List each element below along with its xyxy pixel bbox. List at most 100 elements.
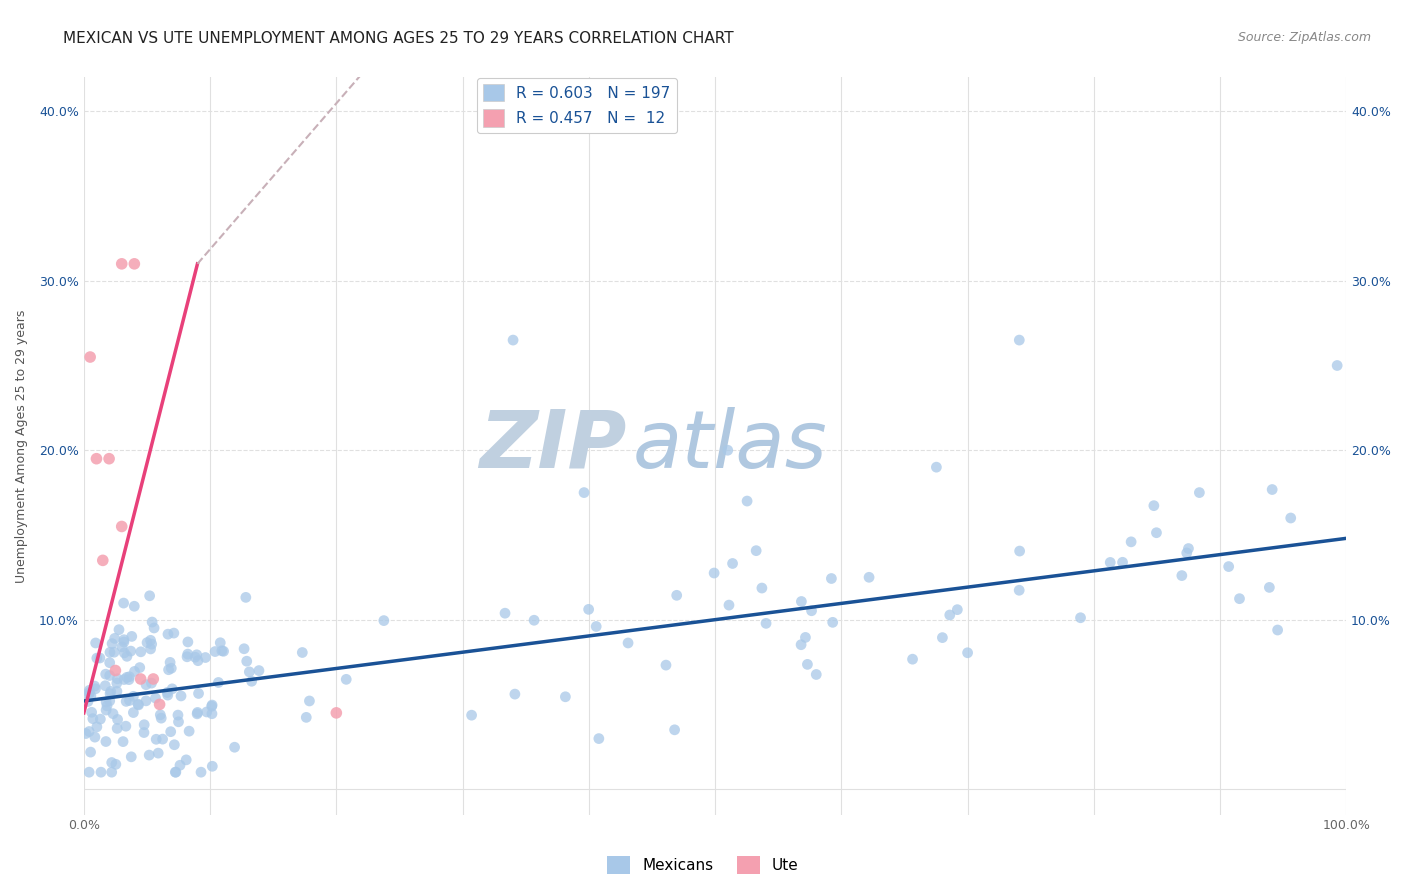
Point xyxy=(735,494,758,508)
Point xyxy=(83,679,105,693)
Point xyxy=(118,693,141,707)
Point xyxy=(201,698,224,712)
Point xyxy=(107,713,129,727)
Point xyxy=(89,651,111,665)
Point xyxy=(80,706,103,720)
Point xyxy=(98,687,121,701)
Point xyxy=(84,636,107,650)
Point xyxy=(796,657,818,672)
Point xyxy=(156,688,179,702)
Point xyxy=(1175,546,1198,560)
Point xyxy=(572,485,595,500)
Point xyxy=(136,635,159,649)
Point xyxy=(122,706,145,720)
Point xyxy=(104,632,127,646)
Point xyxy=(115,670,138,684)
Point xyxy=(1177,541,1199,556)
Point xyxy=(207,675,229,690)
Point xyxy=(100,684,122,698)
Legend: Mexicans, Ute: Mexicans, Ute xyxy=(602,850,804,880)
Point xyxy=(111,519,134,533)
Point xyxy=(195,705,218,719)
Point xyxy=(165,765,187,780)
Point xyxy=(201,759,224,773)
Point xyxy=(235,591,257,605)
Point xyxy=(1146,525,1168,540)
Legend: R = 0.603   N = 197, R = 0.457   N =  12: R = 0.603 N = 197, R = 0.457 N = 12 xyxy=(477,78,676,133)
Point xyxy=(1267,623,1289,637)
Point xyxy=(79,683,101,698)
Point xyxy=(745,543,768,558)
Point xyxy=(112,635,135,649)
Point xyxy=(169,758,191,772)
Point xyxy=(186,648,208,662)
Point xyxy=(1121,534,1143,549)
Point xyxy=(821,615,844,630)
Point xyxy=(939,607,962,622)
Point xyxy=(325,706,347,720)
Point xyxy=(94,667,117,681)
Point xyxy=(494,606,516,620)
Point xyxy=(104,664,127,678)
Point xyxy=(186,706,208,721)
Point xyxy=(163,738,186,752)
Point xyxy=(160,681,183,696)
Point xyxy=(1111,555,1133,569)
Y-axis label: Unemployment Among Ages 25 to 29 years: Unemployment Among Ages 25 to 29 years xyxy=(15,310,28,582)
Point xyxy=(176,649,198,664)
Point xyxy=(77,765,100,780)
Point xyxy=(190,765,212,780)
Point xyxy=(77,724,100,739)
Point xyxy=(165,765,187,780)
Point xyxy=(931,631,953,645)
Text: atlas: atlas xyxy=(633,407,828,485)
Point xyxy=(111,257,134,271)
Point xyxy=(235,654,257,668)
Point xyxy=(105,676,128,690)
Point xyxy=(503,687,526,701)
Point xyxy=(112,646,135,660)
Point xyxy=(159,724,181,739)
Point xyxy=(135,678,157,692)
Point xyxy=(100,756,122,770)
Point xyxy=(112,632,135,647)
Point xyxy=(925,460,948,475)
Point xyxy=(82,712,104,726)
Point xyxy=(89,712,111,726)
Point xyxy=(665,588,688,602)
Point xyxy=(956,646,979,660)
Point xyxy=(96,695,118,709)
Point xyxy=(83,730,105,744)
Point xyxy=(721,557,744,571)
Point xyxy=(100,765,122,780)
Point xyxy=(143,621,166,635)
Point xyxy=(141,615,163,629)
Point xyxy=(94,679,117,693)
Point xyxy=(118,673,141,687)
Point xyxy=(194,650,217,665)
Point xyxy=(238,665,260,679)
Point xyxy=(75,726,97,740)
Point xyxy=(105,722,128,736)
Point xyxy=(298,694,321,708)
Point xyxy=(98,668,121,682)
Point xyxy=(794,631,817,645)
Point xyxy=(800,604,823,618)
Point xyxy=(122,690,145,704)
Point xyxy=(201,699,224,714)
Point xyxy=(1099,556,1122,570)
Point xyxy=(108,623,131,637)
Point xyxy=(98,656,121,670)
Point xyxy=(152,732,174,747)
Point xyxy=(149,707,172,722)
Point xyxy=(523,613,546,627)
Point xyxy=(98,645,121,659)
Point xyxy=(1261,483,1284,497)
Point xyxy=(157,663,180,677)
Point xyxy=(127,697,149,711)
Point xyxy=(717,598,740,612)
Point xyxy=(163,626,186,640)
Point xyxy=(655,658,678,673)
Point xyxy=(86,451,108,466)
Point xyxy=(502,333,524,347)
